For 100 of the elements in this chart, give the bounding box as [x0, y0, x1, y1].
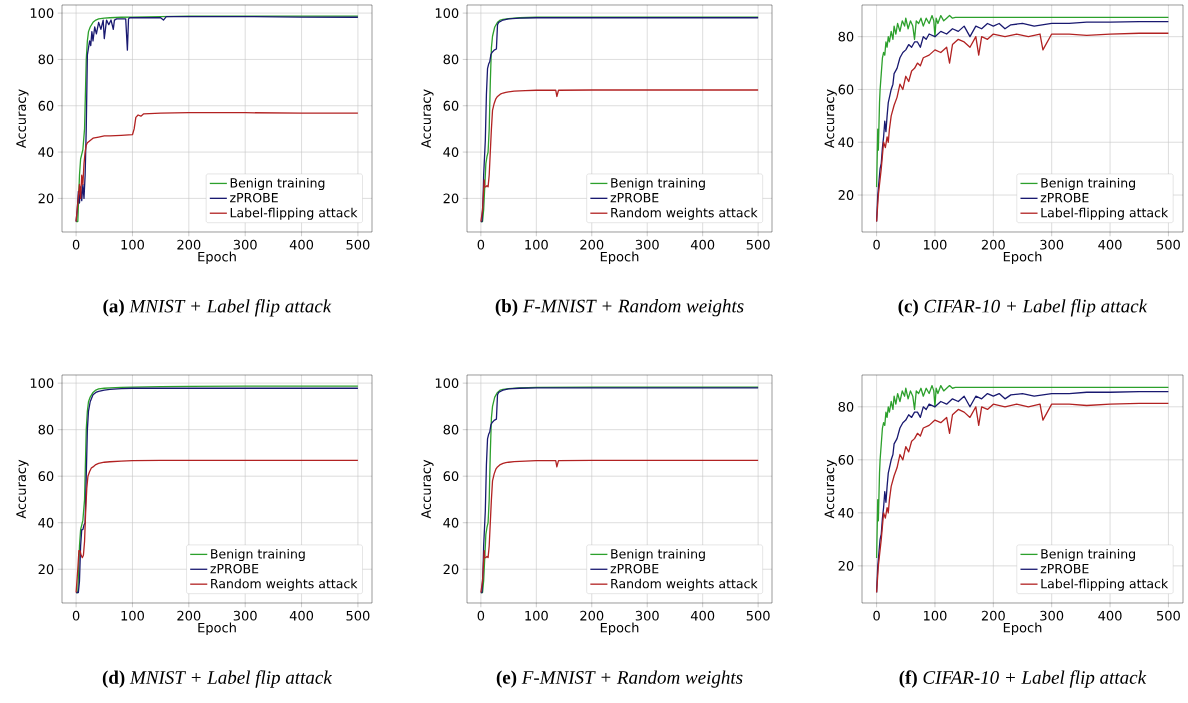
y-tick-label: 40 [38, 517, 54, 528]
x-tick-label: 400 [289, 610, 314, 621]
legend-label: Benign training [230, 177, 325, 191]
x-tick-label: 100 [525, 239, 548, 250]
y-tick-label: 20 [38, 564, 54, 575]
legend-label: Label-flipping attack [1041, 578, 1169, 591]
x-tick-label: 300 [1040, 610, 1064, 621]
y-tick-label: 40 [838, 507, 854, 518]
text: (d) MNIST + Label flip attack [102, 670, 333, 688]
y-tick-label: 40 [38, 147, 54, 157]
legend-label: zPROBE [1040, 192, 1089, 203]
x-tick-label: 0 [72, 239, 80, 250]
x-tick-label: 100 [923, 239, 947, 250]
x-axis-title: Epoch [1003, 622, 1042, 636]
y-tick-label: 40 [443, 517, 459, 528]
x-tick-label: 500 [346, 610, 370, 621]
legend-label: Random weights attack [611, 578, 758, 591]
y-axis-title: Accuracy [421, 459, 434, 519]
x-axis-title: Epoch [600, 251, 639, 265]
x-tick-label: 500 [1157, 239, 1180, 250]
x-tick-label: 100 [525, 610, 548, 621]
y-axis-title: Accuracy [824, 89, 837, 149]
y-tick-label: 40 [838, 137, 854, 148]
x-tick-label: 200 [981, 239, 1005, 250]
y-tick-label: 80 [38, 54, 54, 65]
x-tick-label: 0 [477, 610, 485, 621]
x-tick-label: 100 [121, 610, 144, 621]
y-tick-label: 20 [838, 190, 854, 200]
legend-label: zPROBE [610, 192, 659, 203]
x-tick-label: 200 [981, 610, 1005, 621]
x-tick-label: 300 [635, 239, 659, 250]
y-tick-label: 80 [443, 424, 459, 435]
y-axis-title: Accuracy [16, 459, 29, 519]
legend-label: Benign training [1041, 177, 1135, 191]
x-tick-label: 400 [690, 239, 715, 250]
y-tick-label: 20 [443, 193, 459, 204]
x-axis-title: Epoch [198, 622, 236, 636]
y-tick-label: 60 [443, 100, 459, 111]
x-axis-title: Epoch [1003, 251, 1042, 265]
x-tick-label: 300 [233, 239, 257, 250]
legend-label: Random weights attack [611, 207, 758, 220]
y-tick-label: 60 [838, 84, 854, 95]
y-axis-title: Accuracy [421, 89, 434, 149]
legend-label: Benign training [611, 177, 705, 191]
y-axis-title: Accuracy [16, 89, 29, 149]
x-tick-label: 200 [177, 610, 201, 621]
x-axis-title: Epoch [198, 251, 236, 265]
y-tick-label: 80 [443, 54, 459, 65]
y-tick-label: 100 [435, 8, 459, 19]
y-tick-label: 100 [30, 378, 54, 389]
y-tick-label: 20 [838, 560, 854, 571]
x-tick-label: 300 [233, 610, 257, 621]
x-tick-label: 500 [346, 239, 370, 250]
y-axis-title: Accuracy [824, 459, 837, 519]
x-axis-title: Epoch [600, 622, 639, 636]
x-tick-label: 200 [580, 239, 604, 250]
y-tick-label: 20 [443, 564, 459, 575]
y-tick-label: 60 [38, 100, 54, 111]
text: (f) CIFAR-10 + Label flip attack [899, 670, 1147, 688]
text: (e) F-MNIST + Random weights [496, 670, 743, 688]
y-tick-label: 20 [38, 193, 54, 204]
x-tick-label: 500 [746, 239, 770, 250]
y-tick-label: 60 [838, 454, 854, 465]
x-tick-label: 400 [1098, 239, 1122, 250]
x-tick-label: 500 [1157, 610, 1180, 621]
x-tick-label: 500 [746, 610, 770, 621]
x-tick-label: 200 [580, 610, 604, 621]
x-tick-label: 400 [289, 239, 314, 250]
legend-label: zPROBE [610, 563, 659, 574]
text: (a) MNIST + Label flip attack [103, 298, 332, 317]
x-tick-label: 0 [72, 610, 80, 621]
y-tick-label: 80 [38, 424, 54, 435]
y-tick-label: 60 [38, 471, 54, 482]
y-tick-label: 60 [443, 471, 459, 482]
text: (b) F-MNIST + Random weights [495, 299, 744, 317]
legend-label: Benign training [611, 548, 705, 561]
x-tick-label: 100 [923, 610, 947, 621]
y-tick-label: 100 [435, 378, 459, 389]
y-tick-label: 100 [30, 8, 54, 19]
legend-label: zPROBE [230, 192, 278, 203]
x-tick-label: 400 [1098, 610, 1122, 621]
legend-label: zPROBE [210, 563, 259, 574]
y-tick-label: 80 [838, 401, 854, 412]
x-tick-label: 0 [873, 610, 880, 621]
text: (c) CIFAR-10 + Label flip attack [898, 298, 1148, 317]
x-tick-label: 200 [177, 239, 201, 250]
x-tick-label: 0 [477, 239, 485, 250]
x-tick-label: 400 [690, 610, 715, 621]
x-tick-label: 300 [635, 610, 659, 621]
legend-label: Benign training [211, 548, 305, 561]
legend-label: Label-flipping attack [230, 207, 358, 220]
legend-label: Random weights attack [211, 578, 358, 591]
x-tick-label: 0 [873, 239, 880, 250]
legend-label: zPROBE [1040, 563, 1089, 574]
legend-label: Label-flipping attack [1041, 207, 1169, 220]
x-tick-label: 100 [121, 239, 144, 250]
x-tick-label: 300 [1040, 239, 1064, 250]
legend-label: Benign training [1041, 548, 1135, 561]
y-tick-label: 40 [443, 147, 459, 157]
y-tick-label: 80 [838, 31, 854, 42]
